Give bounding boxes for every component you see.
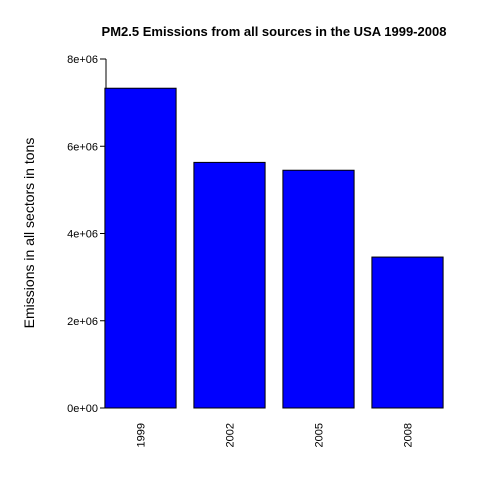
x-tick-label-2008: 2008 [403,423,415,447]
y-tick-label: 0e+00 [67,403,98,415]
bar-2005 [282,169,355,409]
x-axis-tick-labels: 1999 2002 2005 2008 [136,423,415,447]
x-tick-label-2005: 2005 [314,423,326,447]
y-tick-label: 2e+06 [67,316,98,328]
bar-2008 [371,256,444,409]
bar-1999 [104,87,177,409]
y-tick-label: 8e+06 [67,54,98,66]
y-tick-label: 4e+06 [67,229,98,241]
y-axis-ticks: 0e+00 2e+06 4e+06 6e+06 8e+06 [67,54,106,415]
bars [104,87,444,409]
y-tick-label: 6e+06 [67,141,98,153]
chart-title: PM2.5 Emissions from all sources in the … [102,24,447,39]
x-tick-label-2002: 2002 [225,423,237,447]
x-tick-label-1999: 1999 [136,423,148,447]
y-axis-label: Emissions in all sectors in tons [21,138,37,329]
bar-2002 [193,161,266,409]
